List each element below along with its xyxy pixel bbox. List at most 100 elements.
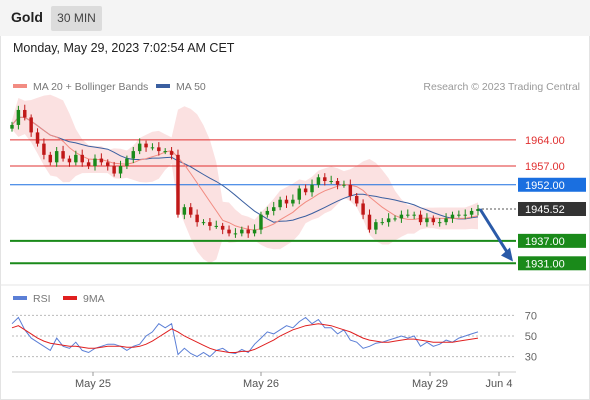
level-tag-support (518, 233, 586, 248)
candle-body (137, 143, 142, 152)
candle-body (61, 151, 65, 159)
candle-body (93, 158, 97, 167)
timeframe-button[interactable]: 30 MIN (51, 6, 102, 31)
x-tick-label: May 26 (243, 378, 279, 390)
candle-body (189, 207, 193, 215)
level-label-resistance: 1957.00 (525, 161, 565, 173)
candle-body (176, 154, 180, 215)
level-tag-support (518, 256, 586, 271)
level-tag-pivot (518, 177, 586, 192)
rsi-tick-label: 70 (525, 310, 537, 322)
candle-body (348, 184, 353, 196)
candle-body (208, 222, 212, 226)
rsi-legend-label: 9MA (83, 293, 105, 305)
candle-body (291, 199, 295, 204)
candle-body (284, 199, 289, 204)
legend-label: MA 20 + Bollinger Bands (33, 81, 148, 93)
candle-body (252, 229, 257, 234)
candle-body (35, 132, 40, 144)
candle-body (393, 218, 397, 220)
candle-body (418, 214, 423, 223)
candle-body (67, 158, 72, 163)
candle-body (278, 199, 282, 208)
candle-body (150, 147, 155, 149)
candle-body (163, 151, 167, 153)
candle-body (42, 143, 46, 155)
candle-body (265, 210, 270, 215)
candle-body (201, 222, 206, 224)
candle-body (310, 184, 314, 193)
candle-body (54, 151, 59, 163)
candle-body (399, 214, 404, 219)
bollinger-band (12, 94, 478, 264)
candle-body (386, 218, 391, 223)
candle-body (335, 181, 340, 185)
candle-body (80, 154, 84, 163)
candle-body (214, 225, 219, 227)
datetime-label: Monday, May 29, 2023 7:02:54 AM CET (13, 41, 235, 55)
candle-body (412, 214, 416, 216)
candle-body (342, 184, 346, 186)
candle-body (406, 214, 410, 216)
candle-body (118, 166, 123, 174)
candle-body (437, 222, 442, 224)
candle-body (74, 154, 78, 163)
last-price-label: 1945.52 (525, 204, 565, 216)
candle-body (297, 188, 301, 200)
candle-body (99, 158, 104, 163)
candle-body (125, 158, 129, 167)
level-label-resistance: 1964.00 (525, 135, 565, 147)
forecast-arrow-head (501, 247, 513, 262)
candle-body (271, 207, 276, 211)
instrument-title: Gold (11, 9, 43, 25)
candle-body (195, 214, 199, 223)
candle-body (233, 233, 238, 235)
rsi-ma-line (11, 323, 479, 353)
candle-body (303, 188, 308, 193)
rsi-line (11, 316, 479, 358)
rsi-legend-swatch (13, 296, 27, 300)
candle-body (469, 210, 474, 215)
header-bar: Gold 30 MIN (0, 0, 590, 36)
candle-body (431, 218, 436, 223)
rsi-legend-label: RSI (33, 293, 51, 305)
candle-body (227, 229, 231, 234)
x-tick-label: Jun 4 (486, 378, 513, 390)
rsi-legend-swatch (63, 296, 77, 300)
legend-label: MA 50 (176, 81, 206, 93)
candle-body (425, 218, 429, 223)
candle-body (380, 222, 384, 224)
legend-swatch (13, 84, 27, 88)
candle-body (182, 207, 187, 215)
candle-body (16, 109, 21, 125)
rsi-tick-label: 50 (525, 331, 537, 343)
candle-body (86, 162, 91, 167)
candle-body (29, 117, 33, 133)
candle-body (157, 147, 161, 152)
candle-body (354, 195, 359, 204)
candle-body (374, 222, 378, 230)
x-tick-label: May 29 (412, 378, 448, 390)
candle-body (463, 214, 467, 216)
candle-body (476, 208, 480, 211)
candle-body (10, 124, 14, 129)
legend-swatch (156, 84, 170, 88)
candle-body (316, 177, 321, 185)
ma50-line (11, 116, 479, 223)
candle-body (259, 214, 263, 230)
candle-body (23, 109, 27, 118)
candle-body (112, 166, 116, 174)
candle-body (457, 214, 461, 216)
copyright-text: Research © 2023 Trading Central (423, 81, 580, 93)
candle-body (169, 151, 174, 155)
candle-body (240, 229, 244, 234)
rsi-tick-label: 30 (525, 352, 537, 364)
candle-body (144, 143, 148, 148)
candle-body (361, 203, 365, 215)
candle-body (131, 151, 136, 159)
level-label-support: 1931.00 (525, 258, 565, 270)
level-label-pivot: 1952.00 (525, 180, 565, 192)
forecast-arrow-shaft (478, 208, 510, 255)
candle-body (246, 229, 250, 234)
